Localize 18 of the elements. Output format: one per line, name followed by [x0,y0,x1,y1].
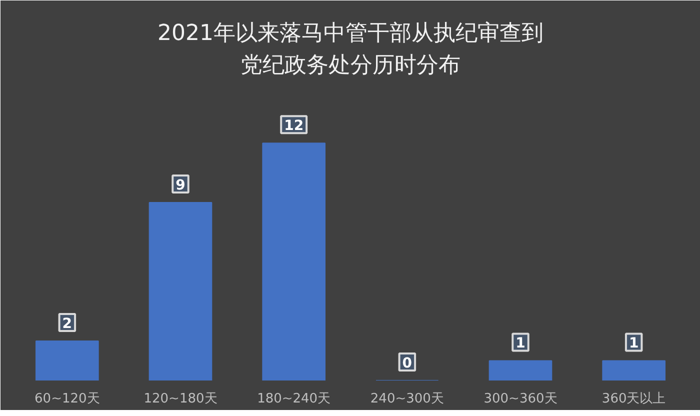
data-label: 12 [284,118,304,134]
x-tick-label: 360天以上 [602,392,666,406]
x-tick-label: 300~360天 [484,392,558,406]
data-label: 1 [516,336,526,352]
data-label: 9 [176,177,186,194]
bar [488,360,552,380]
x-tick-label: 240~300天 [370,392,444,406]
bar [36,340,99,380]
data-label: 0 [402,356,412,372]
x-tick-label: 180~240天 [257,392,331,406]
x-tick-label: 60~120天 [34,392,100,406]
bar [148,202,212,380]
chart-title: 2021年以来落马中管干部从执纪审查到党纪政务处分历时分布 [158,21,544,78]
data-label: 1 [628,336,639,352]
bar [602,360,666,380]
x-tick-label: 120~180天 [144,392,218,406]
data-label: 2 [62,316,72,332]
bar [262,142,326,380]
